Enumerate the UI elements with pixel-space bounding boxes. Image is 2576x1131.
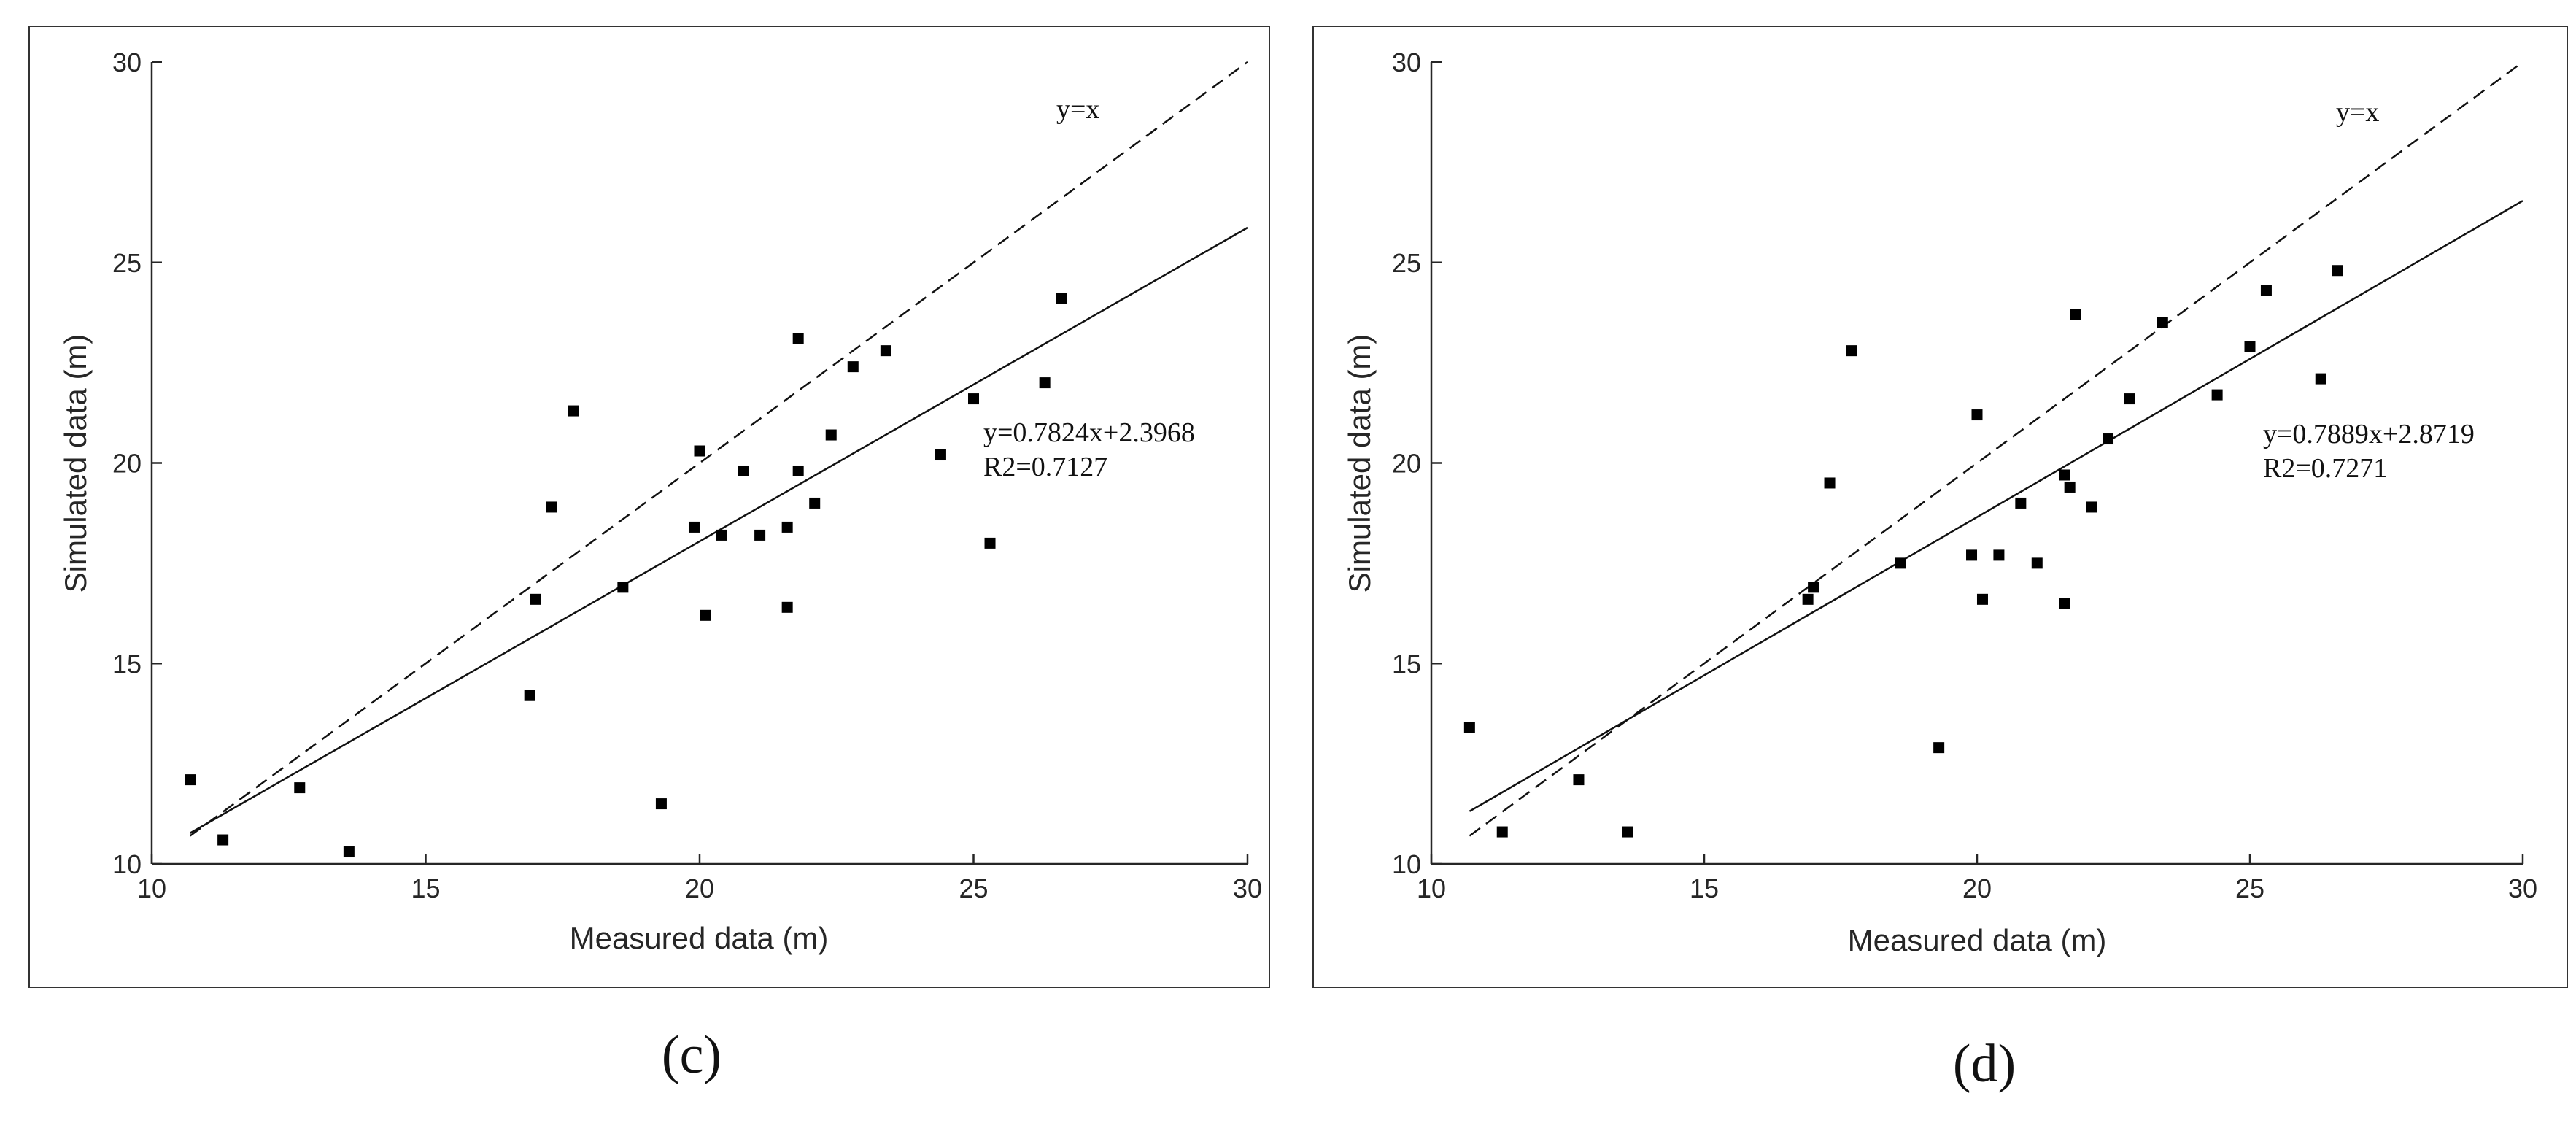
y-tick-label: 25	[112, 248, 142, 278]
data-point	[1808, 582, 1819, 593]
data-point	[968, 393, 979, 405]
chart-panel-c: 10 15 20 25 30 10 15 20 25 30 Measured data (m) Sim…	[28, 26, 1270, 1085]
y-tick-label: 15	[1392, 649, 1421, 679]
data-point	[1993, 549, 2005, 561]
y-tick-label: 15	[112, 649, 142, 679]
data-point	[781, 521, 793, 533]
x-tick-label: 10	[137, 873, 166, 903]
data-point	[2315, 373, 2326, 385]
x-tick-label: 15	[1690, 873, 1719, 903]
data-point	[792, 333, 804, 344]
data-point	[694, 445, 705, 457]
data-point	[546, 501, 557, 513]
x-axis-title: Measured data (m)	[1848, 923, 2107, 957]
y-tick-label: 10	[1392, 849, 1421, 879]
x-tick-label: 30	[1233, 873, 1262, 903]
data-point	[2332, 265, 2343, 277]
data-point	[2070, 309, 2081, 320]
r-squared-label: R2=0.7127	[983, 452, 1107, 482]
data-point	[1976, 593, 1988, 605]
y-tick-label: 30	[112, 47, 142, 77]
data-point	[1966, 549, 1978, 561]
x-tick-label: 25	[2235, 873, 2264, 903]
data-point	[1846, 345, 1857, 357]
data-point	[935, 449, 946, 461]
x-axis-title: Measured data (m)	[570, 921, 829, 955]
data-point	[1802, 593, 1814, 605]
data-point	[825, 429, 837, 441]
x-tick-label: 30	[2508, 873, 2537, 903]
data-point	[700, 609, 711, 621]
data-point	[524, 690, 535, 701]
data-point	[530, 593, 541, 605]
reference-line-y-equals-x	[1469, 61, 2523, 837]
y-tick-label: 25	[1392, 248, 1421, 278]
data-point	[847, 361, 859, 373]
data-point	[2059, 598, 2070, 609]
data-point	[2103, 433, 2114, 445]
data-point	[2244, 341, 2256, 352]
data-point	[2260, 285, 2272, 296]
y-axis-title: Simulated data (m)	[1342, 334, 1377, 593]
reference-line-y-equals-x	[189, 61, 1248, 837]
fit-equation-label: y=0.7824x+2.3968	[983, 417, 1195, 448]
data-point	[2211, 389, 2223, 401]
panel-label: (d)	[1953, 1034, 2016, 1094]
data-point	[2059, 469, 2070, 481]
x-tick-label: 25	[959, 873, 988, 903]
data-point	[1824, 477, 1836, 489]
data-point	[2086, 501, 2097, 513]
data-point	[1622, 826, 1633, 838]
data-point	[781, 601, 793, 613]
data-point	[1039, 377, 1051, 389]
figure-frame	[1312, 26, 2568, 988]
data-point	[2157, 317, 2168, 328]
y-tick-label: 20	[1392, 449, 1421, 479]
data-point	[1933, 742, 1945, 754]
data-point	[984, 537, 996, 549]
data-point	[1463, 722, 1475, 733]
reference-line-label: y=x	[2336, 97, 2379, 128]
regression-fit-line	[1469, 200, 2523, 812]
x-tick-label: 10	[1417, 873, 1446, 903]
data-point	[2031, 557, 2043, 569]
data-point	[2064, 481, 2076, 493]
data-point	[294, 782, 306, 794]
x-tick-label: 15	[411, 873, 440, 903]
data-point	[880, 345, 891, 357]
data-point	[1496, 826, 1508, 838]
y-tick-label: 10	[112, 849, 142, 879]
data-point	[688, 521, 700, 533]
figure-frame	[28, 26, 1270, 988]
data-point	[809, 497, 821, 509]
data-point	[185, 774, 196, 786]
data-point	[2015, 497, 2027, 509]
data-point	[217, 834, 229, 846]
data-point	[617, 582, 629, 593]
data-point	[1573, 774, 1585, 786]
y-tick-label: 20	[112, 449, 142, 479]
data-point	[1056, 293, 1067, 304]
data-point	[716, 529, 727, 541]
data-point	[1895, 557, 1906, 569]
data-point	[792, 465, 804, 476]
fit-equation-label: y=0.7889x+2.8719	[2263, 419, 2475, 449]
y-axis-title: Simulated data (m)	[58, 334, 93, 593]
panel-label: (c)	[662, 1025, 722, 1085]
data-point	[568, 405, 579, 417]
data-point	[655, 798, 667, 810]
chart-panel-d: 10 15 20 25 30 10 15 20 25 30 Measured data (m) Sim…	[1312, 26, 2568, 1094]
data-point	[754, 529, 766, 541]
data-point	[1971, 409, 1983, 421]
x-tick-label: 20	[1962, 873, 1992, 903]
x-tick-label: 20	[685, 873, 714, 903]
y-tick-label: 30	[1392, 47, 1421, 77]
reference-line-label: y=x	[1056, 94, 1099, 125]
data-point	[2124, 393, 2135, 405]
r-squared-label: R2=0.7271	[2263, 453, 2387, 484]
data-point	[738, 465, 749, 476]
data-point	[343, 846, 355, 858]
